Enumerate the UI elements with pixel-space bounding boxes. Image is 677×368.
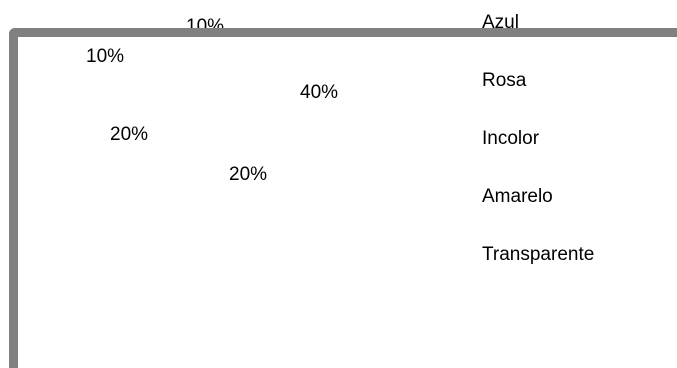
data-label-rosa: 40% bbox=[300, 82, 339, 103]
data-label-incolor: 20% bbox=[110, 124, 149, 145]
legend-entry-transparente: Transparente bbox=[482, 244, 595, 265]
data-label-transparente: 10% bbox=[86, 46, 125, 67]
data-label-amarelo: 20% bbox=[229, 164, 268, 185]
legend-entry-amarelo: Amarelo bbox=[482, 186, 553, 207]
pie-chart: 10% 40% 20% 20% 10% Azul Rosa Incolor Amarelo Tr… bbox=[9, 12, 677, 368]
legend-entry-incolor: Incolor bbox=[482, 128, 540, 149]
legend-entry-azul: Azul bbox=[482, 12, 519, 33]
legend-entry-rosa: Rosa bbox=[482, 70, 527, 91]
data-label-azul: 10% bbox=[186, 16, 225, 37]
